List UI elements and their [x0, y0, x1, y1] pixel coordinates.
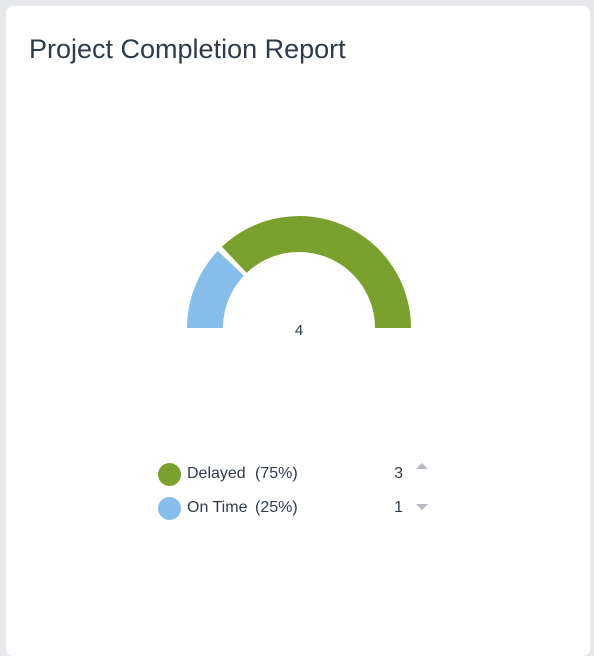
gauge-slice-on-time[interactable] — [187, 250, 244, 328]
legend-percent: (25%) — [255, 499, 298, 516]
legend-label: On Time — [187, 499, 248, 516]
legend-label: Delayed — [187, 465, 246, 482]
legend-value: 1 — [394, 499, 403, 516]
caret-down-icon — [416, 504, 428, 510]
legend-item-on-time[interactable]: On Time (25%) 1 — [158, 493, 428, 527]
legend-percent: (75%) — [255, 465, 298, 482]
gauge-slice-delayed[interactable] — [221, 216, 411, 328]
legend-dot-delayed — [158, 463, 181, 486]
legend-item-delayed[interactable]: Delayed (75%) 3 — [158, 459, 428, 493]
report-card: Project Completion Report — [6, 6, 590, 656]
card-title: Project Completion Report — [29, 34, 346, 64]
caret-up-icon — [416, 463, 428, 469]
legend-value: 3 — [394, 465, 403, 482]
chart-legend: Delayed (75%) 3 On Time (25%) 1 — [158, 459, 428, 527]
gauge-total-label: 4 — [295, 322, 303, 339]
legend-dot-on-time — [158, 497, 181, 520]
